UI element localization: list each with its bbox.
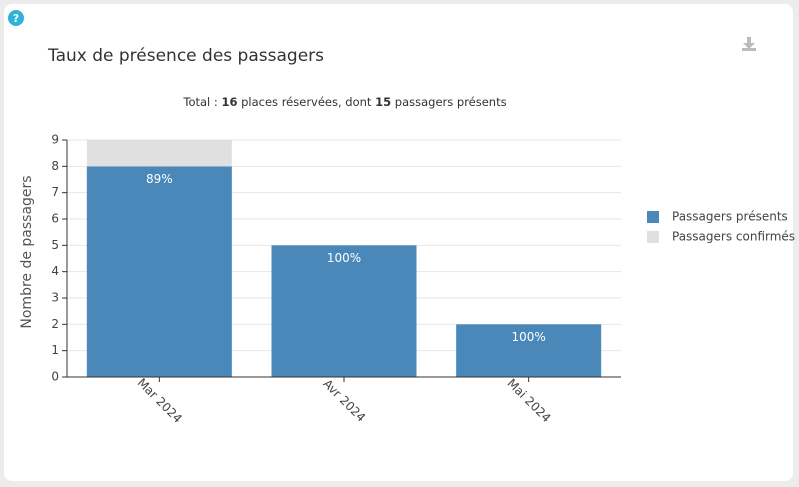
y-tick-label: 5	[51, 238, 59, 252]
chart-title: Taux de présence des passagers	[47, 46, 324, 66]
y-tick-label: 7	[51, 185, 59, 199]
bar	[86, 140, 232, 167]
bar-label: 89%	[146, 172, 173, 186]
y-tick-label: 2	[51, 317, 59, 331]
bar	[86, 166, 232, 377]
subtitle-number: 15	[375, 95, 392, 109]
legend-swatch	[647, 231, 659, 243]
x-tick-label: Mar 2024	[135, 376, 185, 426]
download-icon[interactable]	[742, 37, 756, 51]
legend-label: Passagers confirmés	[672, 230, 795, 244]
legend-label: Passagers présents	[672, 210, 788, 224]
y-tick-label: 9	[51, 133, 59, 147]
subtitle-number: 16	[221, 95, 238, 109]
bar-label: 100%	[512, 330, 546, 344]
subtitle-text: passagers présents	[394, 95, 507, 109]
bar	[271, 245, 417, 377]
help-icon-glyph: ?	[13, 12, 19, 25]
help-icon[interactable]	[8, 10, 24, 26]
bar-label: 100%	[327, 251, 361, 265]
subtitle-text: places réservées, dont	[241, 95, 372, 109]
y-tick-label: 6	[51, 212, 59, 226]
subtitle-text: Total :	[183, 95, 218, 109]
y-tick-label: 3	[51, 291, 59, 305]
x-tick-label: Avr 2024	[320, 377, 368, 425]
y-tick-label: 4	[51, 264, 59, 278]
subtitle: Total : 16 places réservées, dont 15 pas…	[0, 95, 690, 109]
y-axis-label: Nombre de passagers	[19, 175, 35, 328]
y-tick-label: 8	[51, 159, 59, 173]
y-tick-label: 0	[51, 370, 59, 384]
x-tick-label: Mai 2024	[504, 376, 553, 425]
bar	[456, 324, 602, 377]
y-tick-label: 1	[51, 343, 59, 357]
legend-swatch	[647, 211, 659, 223]
